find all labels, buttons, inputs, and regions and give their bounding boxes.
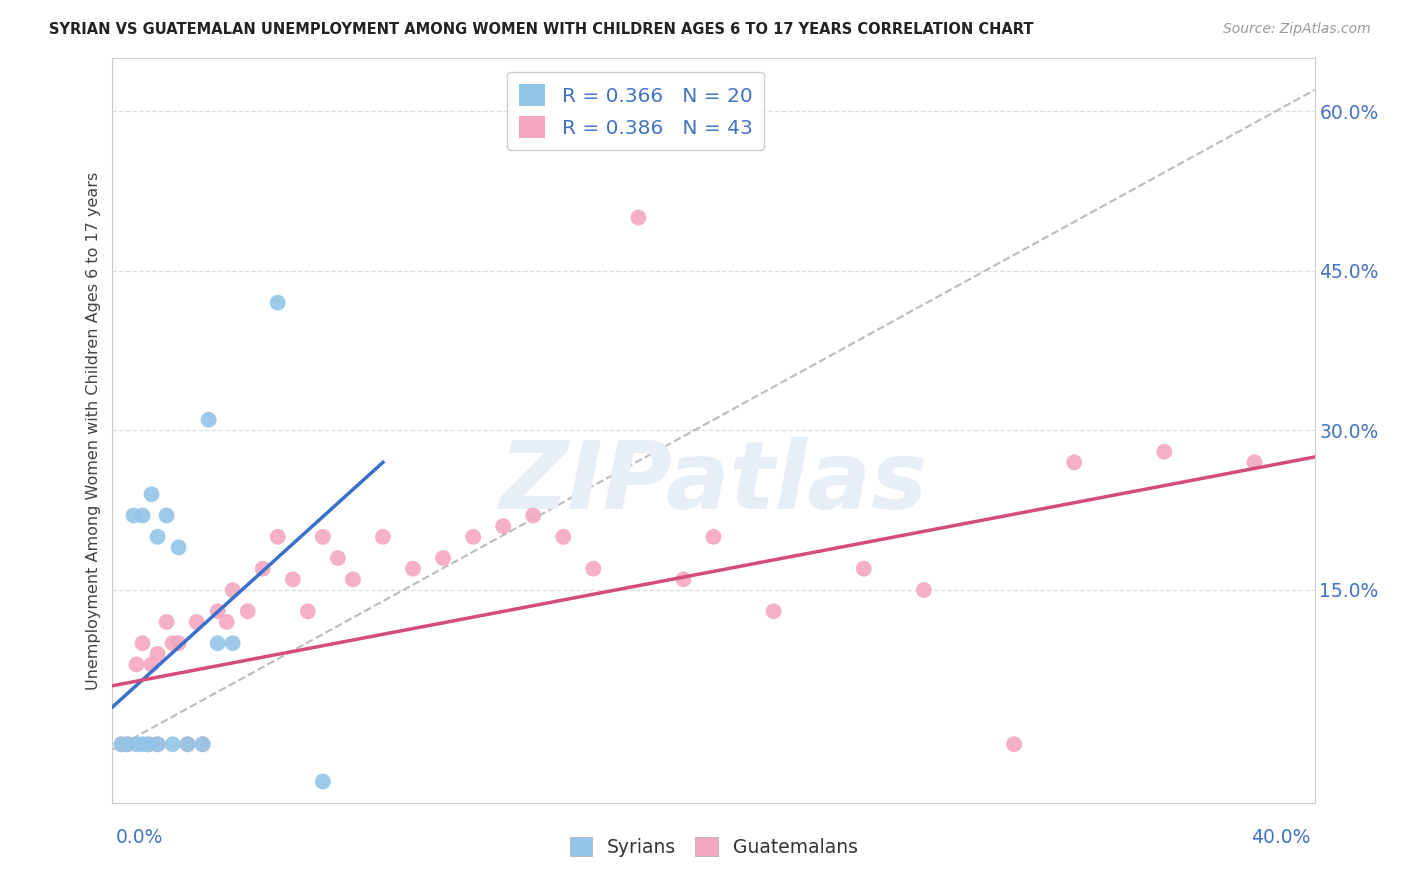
Point <box>522 508 544 523</box>
Legend: R = 0.366   N = 20, R = 0.386   N = 43: R = 0.366 N = 20, R = 0.386 N = 43 <box>508 71 765 150</box>
Point <box>432 551 454 566</box>
Text: ZIPatlas: ZIPatlas <box>499 436 928 529</box>
Point <box>191 737 214 751</box>
Point <box>197 413 219 427</box>
Point <box>236 604 259 618</box>
Text: 40.0%: 40.0% <box>1251 828 1310 847</box>
Point <box>252 562 274 576</box>
Point <box>117 737 139 751</box>
Point <box>492 519 515 533</box>
Point <box>125 657 148 672</box>
Point <box>267 295 290 310</box>
Point <box>162 636 184 650</box>
Point <box>146 737 169 751</box>
Point <box>186 615 208 629</box>
Point <box>155 615 177 629</box>
Point <box>167 541 190 555</box>
Point <box>281 573 304 587</box>
Point <box>110 737 132 751</box>
Point <box>167 636 190 650</box>
Point <box>222 582 245 597</box>
Point <box>162 737 184 751</box>
Point <box>1243 455 1265 469</box>
Point <box>672 573 695 587</box>
Point <box>215 615 238 629</box>
Point <box>131 636 153 650</box>
Point <box>125 737 148 751</box>
Point <box>762 604 785 618</box>
Point <box>141 657 163 672</box>
Point <box>207 636 229 650</box>
Y-axis label: Unemployment Among Women with Children Ages 6 to 17 years: Unemployment Among Women with Children A… <box>86 171 101 690</box>
Point <box>176 737 198 751</box>
Point <box>1002 737 1025 751</box>
Point <box>222 636 245 650</box>
Text: 0.0%: 0.0% <box>115 828 163 847</box>
Point <box>297 604 319 618</box>
Point <box>702 530 725 544</box>
Text: Source: ZipAtlas.com: Source: ZipAtlas.com <box>1223 22 1371 37</box>
Point <box>371 530 394 544</box>
Point <box>627 211 650 225</box>
Point <box>131 508 153 523</box>
Point <box>1153 444 1175 458</box>
Point <box>191 737 214 751</box>
Point <box>131 737 153 751</box>
Point <box>553 530 575 544</box>
Point <box>312 774 335 789</box>
Point <box>138 737 160 751</box>
Point <box>326 551 349 566</box>
Point <box>461 530 484 544</box>
Text: SYRIAN VS GUATEMALAN UNEMPLOYMENT AMONG WOMEN WITH CHILDREN AGES 6 TO 17 YEARS C: SYRIAN VS GUATEMALAN UNEMPLOYMENT AMONG … <box>49 22 1033 37</box>
Point <box>155 508 177 523</box>
Point <box>912 582 935 597</box>
Point <box>117 737 139 751</box>
Point <box>146 530 169 544</box>
Point <box>122 508 145 523</box>
Point <box>582 562 605 576</box>
Point <box>852 562 875 576</box>
Point <box>207 604 229 618</box>
Point <box>146 647 169 661</box>
Point <box>312 530 335 544</box>
Point <box>267 530 290 544</box>
Point <box>402 562 425 576</box>
Point <box>138 737 160 751</box>
Point <box>176 737 198 751</box>
Point <box>146 737 169 751</box>
Point <box>342 573 364 587</box>
Point <box>110 737 132 751</box>
Point <box>141 487 163 501</box>
Point <box>1063 455 1085 469</box>
